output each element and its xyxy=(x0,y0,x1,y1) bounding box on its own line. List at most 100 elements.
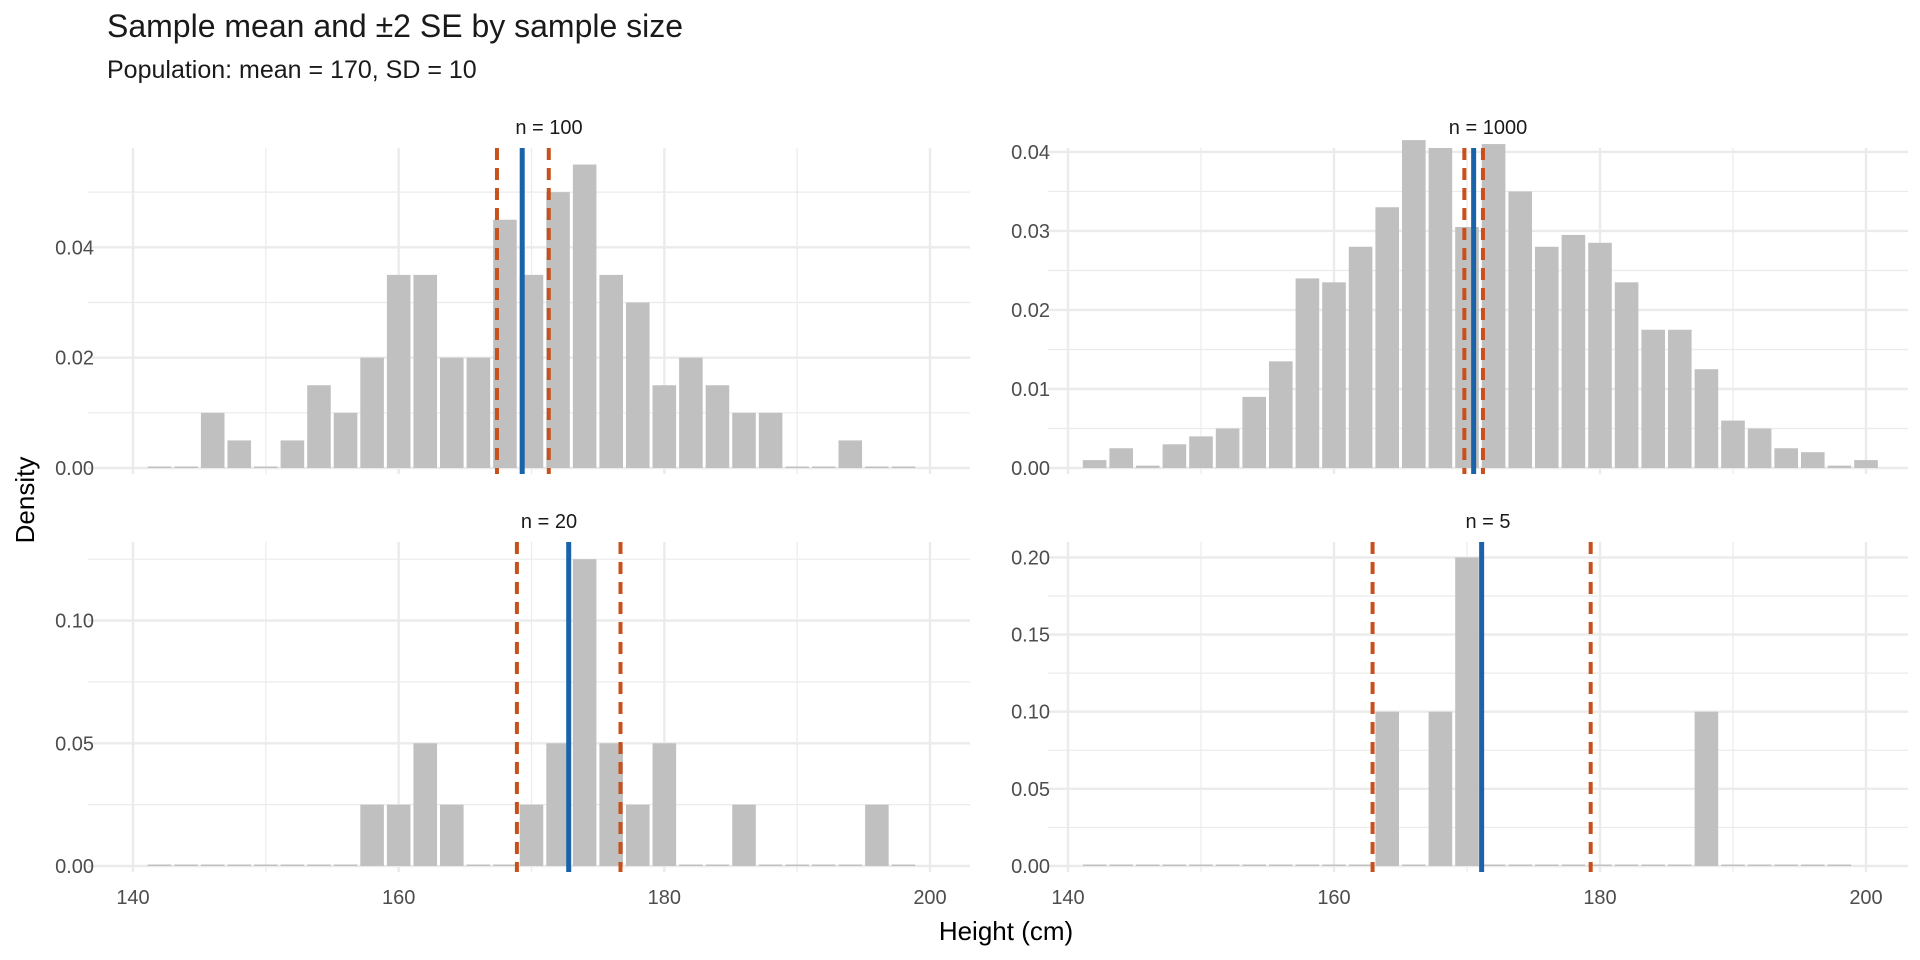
chart-title: Sample mean and ±2 SE by sample size xyxy=(107,8,684,44)
histogram-bar xyxy=(519,804,544,866)
histogram-bar xyxy=(1348,864,1373,866)
histogram-bar xyxy=(333,412,358,468)
histogram-bar xyxy=(1082,460,1107,468)
histogram-bar xyxy=(200,412,225,468)
histogram-bar xyxy=(732,804,756,866)
histogram-bar xyxy=(1561,864,1586,866)
histogram-bar xyxy=(1747,864,1772,866)
histogram-bar xyxy=(1801,864,1825,866)
histogram-bar xyxy=(1428,148,1453,468)
histogram-bar xyxy=(1109,864,1133,866)
histogram-bar xyxy=(1668,329,1692,468)
x-tick-label: 160 xyxy=(382,887,415,909)
histogram-bar xyxy=(1827,864,1852,866)
y-tick-label: 0.00 xyxy=(55,856,94,878)
histogram-bar xyxy=(1614,282,1639,468)
histogram-bar xyxy=(838,440,863,468)
histogram-bar xyxy=(1561,234,1586,468)
histogram-bar xyxy=(519,274,544,468)
histogram-bar xyxy=(1162,444,1187,468)
histogram-bar xyxy=(811,466,836,468)
histogram-bar xyxy=(838,864,863,866)
histogram-bar xyxy=(705,385,730,468)
histogram-bar xyxy=(891,466,916,468)
y-tick-label: 0.00 xyxy=(1011,458,1050,480)
histogram-bar xyxy=(1082,864,1107,866)
histogram-bar xyxy=(1189,864,1213,866)
histogram-bar xyxy=(865,466,889,468)
histogram-bar xyxy=(572,164,597,468)
histogram-bar xyxy=(1774,448,1798,468)
histogram-bar xyxy=(546,192,570,468)
x-tick-label: 140 xyxy=(116,887,149,909)
y-tick-label: 0.00 xyxy=(55,458,94,480)
histogram-bar xyxy=(254,864,278,866)
histogram-bar xyxy=(679,864,703,866)
histogram-bar xyxy=(1189,436,1213,468)
histogram-bar xyxy=(1535,246,1559,468)
histogram-bar xyxy=(785,864,809,866)
histogram-bar xyxy=(1375,711,1399,866)
histogram-bar xyxy=(1455,557,1479,866)
histogram-bar xyxy=(1402,140,1426,469)
histogram-bar xyxy=(1269,361,1293,468)
panel-strip-label: n = 1000 xyxy=(1449,117,1527,139)
y-tick-label: 0.04 xyxy=(55,237,94,259)
x-tick-label: 160 xyxy=(1317,887,1350,909)
histogram-bar xyxy=(679,357,703,468)
y-tick-label: 0.15 xyxy=(1011,625,1050,647)
histogram-bar xyxy=(280,440,305,468)
panel-strip-label: n = 20 xyxy=(521,511,577,533)
histogram-bar xyxy=(705,864,730,866)
x-axis-title: Height (cm) xyxy=(939,916,1073,946)
histogram-bar xyxy=(1481,864,1506,866)
histogram-bar xyxy=(1136,864,1160,866)
y-tick-label: 0.03 xyxy=(1011,221,1050,243)
histogram-bar xyxy=(227,864,252,866)
histogram-bar xyxy=(599,743,623,866)
x-tick-label: 180 xyxy=(1583,887,1616,909)
histogram-bar xyxy=(1215,864,1240,866)
histogram-bar xyxy=(1774,864,1798,866)
x-tick-label: 200 xyxy=(913,887,946,909)
histogram-bar xyxy=(1854,460,1878,468)
histogram-bar xyxy=(386,274,411,468)
y-tick-label: 0.02 xyxy=(1011,300,1050,322)
panel-strip-label: n = 5 xyxy=(1465,511,1510,533)
histogram-bar xyxy=(307,864,331,866)
y-tick-label: 0.05 xyxy=(1011,779,1050,801)
histogram-bar xyxy=(440,357,464,468)
histogram-bar xyxy=(1109,448,1133,468)
histogram-bar xyxy=(386,804,411,866)
histogram-bar xyxy=(546,743,570,866)
histogram-bar xyxy=(1588,242,1612,468)
y-tick-label: 0.10 xyxy=(55,611,94,633)
histogram-bar xyxy=(1721,864,1745,866)
y-tick-label: 0.04 xyxy=(1011,142,1050,164)
histogram-bar xyxy=(1721,420,1745,468)
histogram-bar xyxy=(1269,864,1293,866)
histogram-bar xyxy=(147,864,172,866)
histogram-bar xyxy=(307,385,331,468)
histogram-bar xyxy=(652,743,677,866)
histogram-bar xyxy=(1402,864,1426,866)
histogram-bar xyxy=(1641,329,1665,468)
histogram-bar xyxy=(1588,864,1612,866)
histogram-bar xyxy=(360,804,384,866)
chart-subtitle: Population: mean = 170, SD = 10 xyxy=(107,56,477,84)
histogram-bar xyxy=(174,864,198,866)
histogram-bar xyxy=(891,864,916,866)
histogram-bar xyxy=(785,466,809,468)
histogram-bar xyxy=(333,864,358,866)
y-tick-label: 0.01 xyxy=(1011,379,1050,401)
histogram-bar xyxy=(758,412,783,468)
histogram-bar xyxy=(360,357,384,468)
histogram-bar xyxy=(147,466,172,468)
histogram-bar xyxy=(254,466,278,468)
histogram-bar xyxy=(493,219,517,468)
histogram-bar xyxy=(1801,452,1825,468)
histogram-bar xyxy=(1747,428,1772,468)
y-tick-label: 0.00 xyxy=(1011,856,1050,878)
histogram-bar xyxy=(1614,864,1639,866)
